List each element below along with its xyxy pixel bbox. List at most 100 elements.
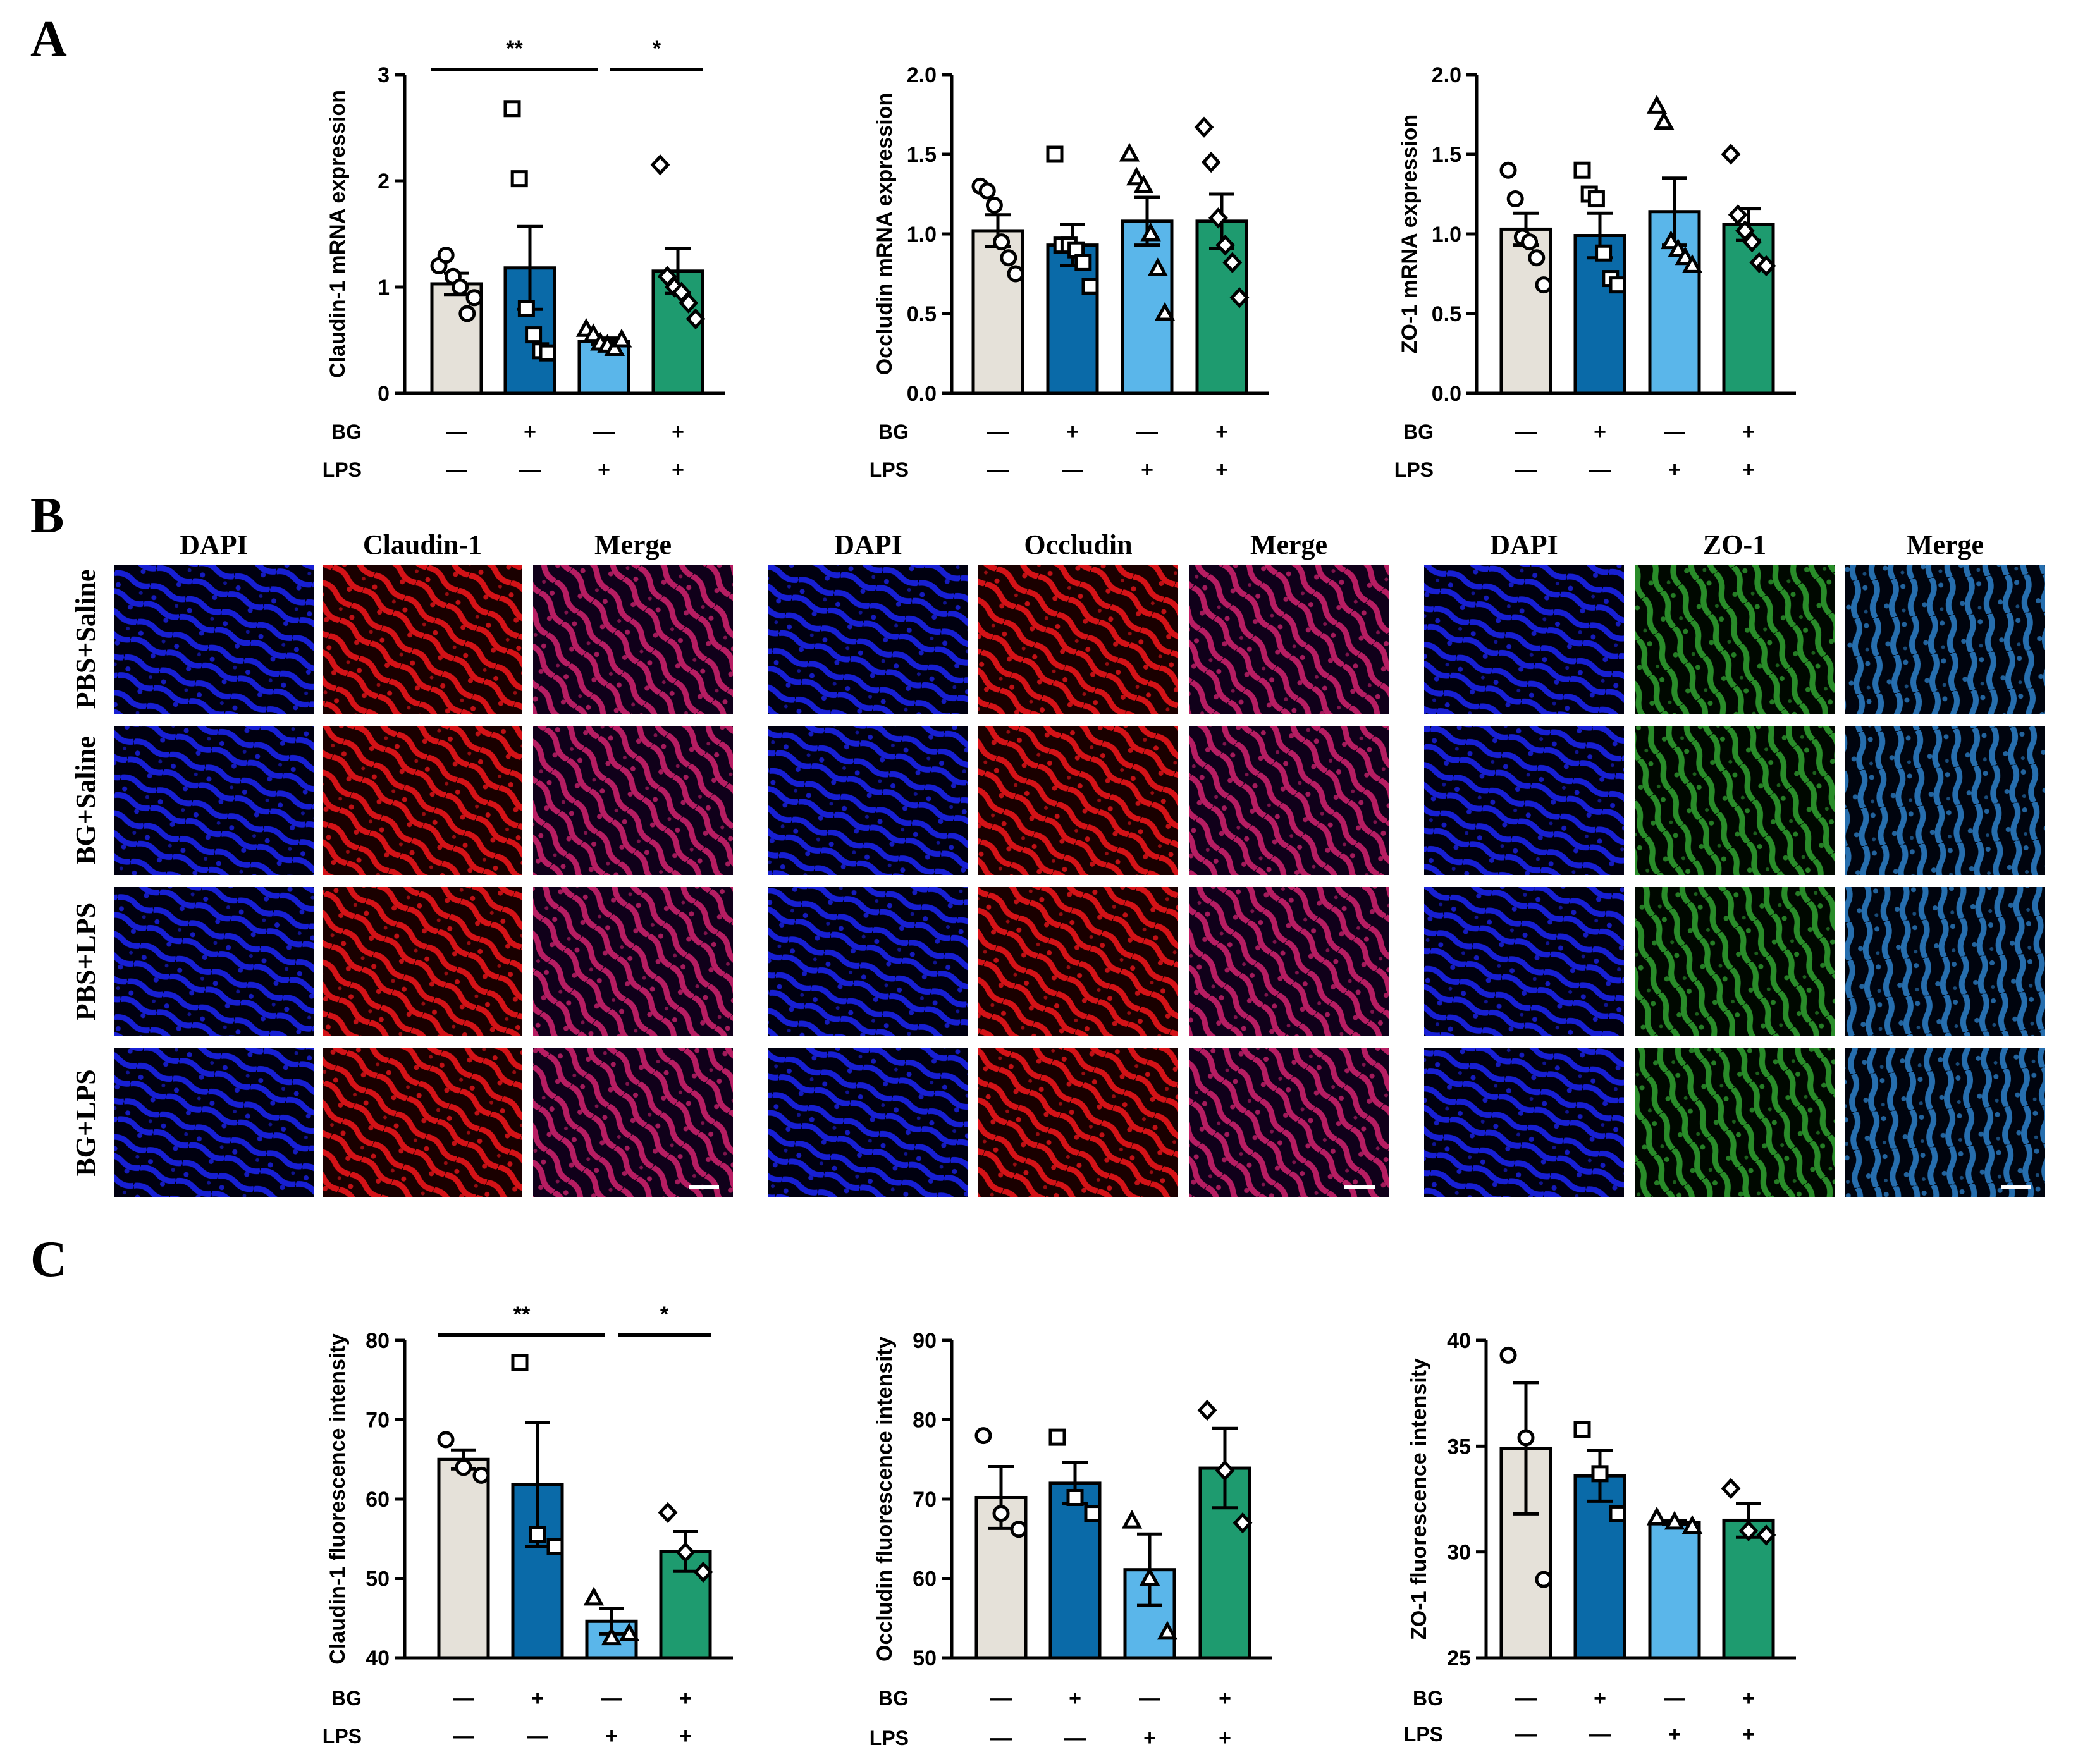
data-point [1074, 254, 1092, 271]
y-axis-label: Claudin-1 mRNA expression [326, 90, 350, 378]
y-tick-label: 2 [378, 169, 390, 193]
chart: 0.0 0.5 1.0 1.5 2.0 Occludin mRNA expression B… [870, 63, 1269, 482]
data-point [658, 1502, 678, 1524]
row-label: BG+Saline [70, 736, 101, 865]
treatment-sign: + [672, 420, 684, 444]
data-point [437, 247, 455, 264]
bar [437, 1457, 490, 1660]
data-point [985, 197, 1003, 214]
micrograph-tile-green [1635, 1048, 1835, 1197]
micrograph-tile-merge-red [1189, 726, 1389, 875]
column-header: Merge [1250, 529, 1327, 560]
lps-row-label: LPS [323, 1725, 362, 1748]
y-tick-label: 1.5 [907, 143, 937, 167]
treatment-sign: — [987, 458, 1009, 482]
data-point [1121, 1509, 1143, 1529]
treatment-sign: + [679, 1686, 692, 1710]
data-point [1201, 151, 1221, 173]
data-point [1587, 190, 1605, 208]
micrograph-tile-green [1635, 565, 1835, 714]
panel-label-a: A [30, 11, 67, 67]
treatment-sign: — [1515, 420, 1537, 444]
treatment-sign: — [593, 420, 615, 444]
data-point [611, 328, 632, 348]
lps-row-label: LPS [870, 1727, 909, 1749]
data-point [974, 1427, 992, 1445]
data-point [1233, 1512, 1253, 1534]
micrograph-tile-merge-red [533, 1048, 733, 1197]
column-header: Merge [594, 529, 672, 560]
data-point [1157, 1620, 1178, 1640]
treatment-sign: + [531, 1686, 544, 1710]
data-point [1139, 1567, 1160, 1586]
treatment-sign: — [601, 1686, 622, 1710]
treatment-sign: + [1594, 1686, 1606, 1710]
micrograph-tile-dapi [768, 726, 968, 875]
micrograph-tile-dapi [1424, 887, 1624, 1036]
treatment-sign: — [527, 1724, 548, 1748]
data-point [1081, 278, 1099, 295]
micrograph-tile-merge-red [533, 887, 733, 1036]
data-point [1147, 257, 1169, 276]
y-tick-label: 2.0 [907, 63, 937, 87]
treatment-sign: — [446, 420, 467, 444]
y-tick-label: 35 [1447, 1435, 1471, 1459]
treatment-sign: + [1143, 1726, 1156, 1750]
micrograph-tile-dapi [1424, 565, 1624, 714]
treatment-sign: — [1136, 420, 1158, 444]
data-point [1506, 190, 1524, 208]
data-point [511, 1354, 529, 1371]
micrograph-grid: DAPI Claudin-1 Merge DAPI Occludin Merge DAPI Z… [70, 529, 2045, 1197]
micrograph-tile-dapi [1424, 726, 1624, 875]
data-point [1133, 175, 1154, 193]
data-point [1126, 166, 1147, 186]
y-tick-label: 40 [1447, 1329, 1471, 1353]
micrograph-tile-green [1635, 726, 1835, 875]
column-header: ZO-1 [1703, 529, 1766, 560]
data-point [1664, 1510, 1685, 1530]
significance-label: ** [506, 37, 523, 61]
data-point [1119, 142, 1140, 162]
data-point [472, 1466, 490, 1484]
y-tick-label: 25 [1447, 1646, 1471, 1670]
y-tick-label: 60 [366, 1488, 390, 1512]
data-point [1084, 1505, 1102, 1522]
treatment-sign: — [1515, 1722, 1537, 1746]
treatment-sign: + [598, 458, 610, 482]
bg-row-label: BG [331, 420, 362, 443]
data-point [1046, 145, 1064, 163]
treatment-sign: + [1215, 458, 1228, 482]
micrograph-tile-merge-red [1189, 1048, 1389, 1197]
lps-row-label: LPS [323, 458, 362, 481]
data-point [1517, 1429, 1535, 1447]
data-point [993, 233, 1011, 251]
column-header: DAPI [834, 529, 902, 560]
micrograph-tile-dapi [114, 726, 314, 875]
data-point [517, 300, 535, 317]
chart: 40 50 60 70 80 Claudin-1 fluorescence intensi… [323, 1302, 733, 1748]
column-header: DAPI [180, 529, 248, 560]
treatment-sign: + [1215, 420, 1228, 444]
micrograph-tile-merge-red [533, 726, 733, 875]
data-point [546, 1538, 564, 1555]
data-point [583, 1586, 605, 1606]
chart: 0.0 0.5 1.0 1.5 2.0 ZO-1 mRNA expression BG — + —… [1394, 63, 1796, 482]
treatment-sign: — [453, 1686, 474, 1710]
treatment-sign: — [1589, 458, 1611, 482]
y-tick-label: 30 [1447, 1541, 1471, 1565]
micrograph-tile-merge-red [533, 565, 733, 714]
y-tick-label: 70 [366, 1409, 390, 1433]
treatment-sign: + [1219, 1726, 1231, 1750]
data-point [1521, 233, 1539, 251]
data-point [452, 278, 469, 296]
bg-row-label: BG [878, 1687, 909, 1710]
data-point [1573, 1421, 1591, 1438]
y-tick-label: 1 [378, 276, 390, 300]
bg-row-label: BG [1413, 1687, 1443, 1710]
data-point [1535, 1571, 1552, 1588]
treatment-sign: — [519, 458, 541, 482]
treatment-sign: — [1664, 420, 1685, 444]
column-header: Occludin [1024, 529, 1132, 560]
